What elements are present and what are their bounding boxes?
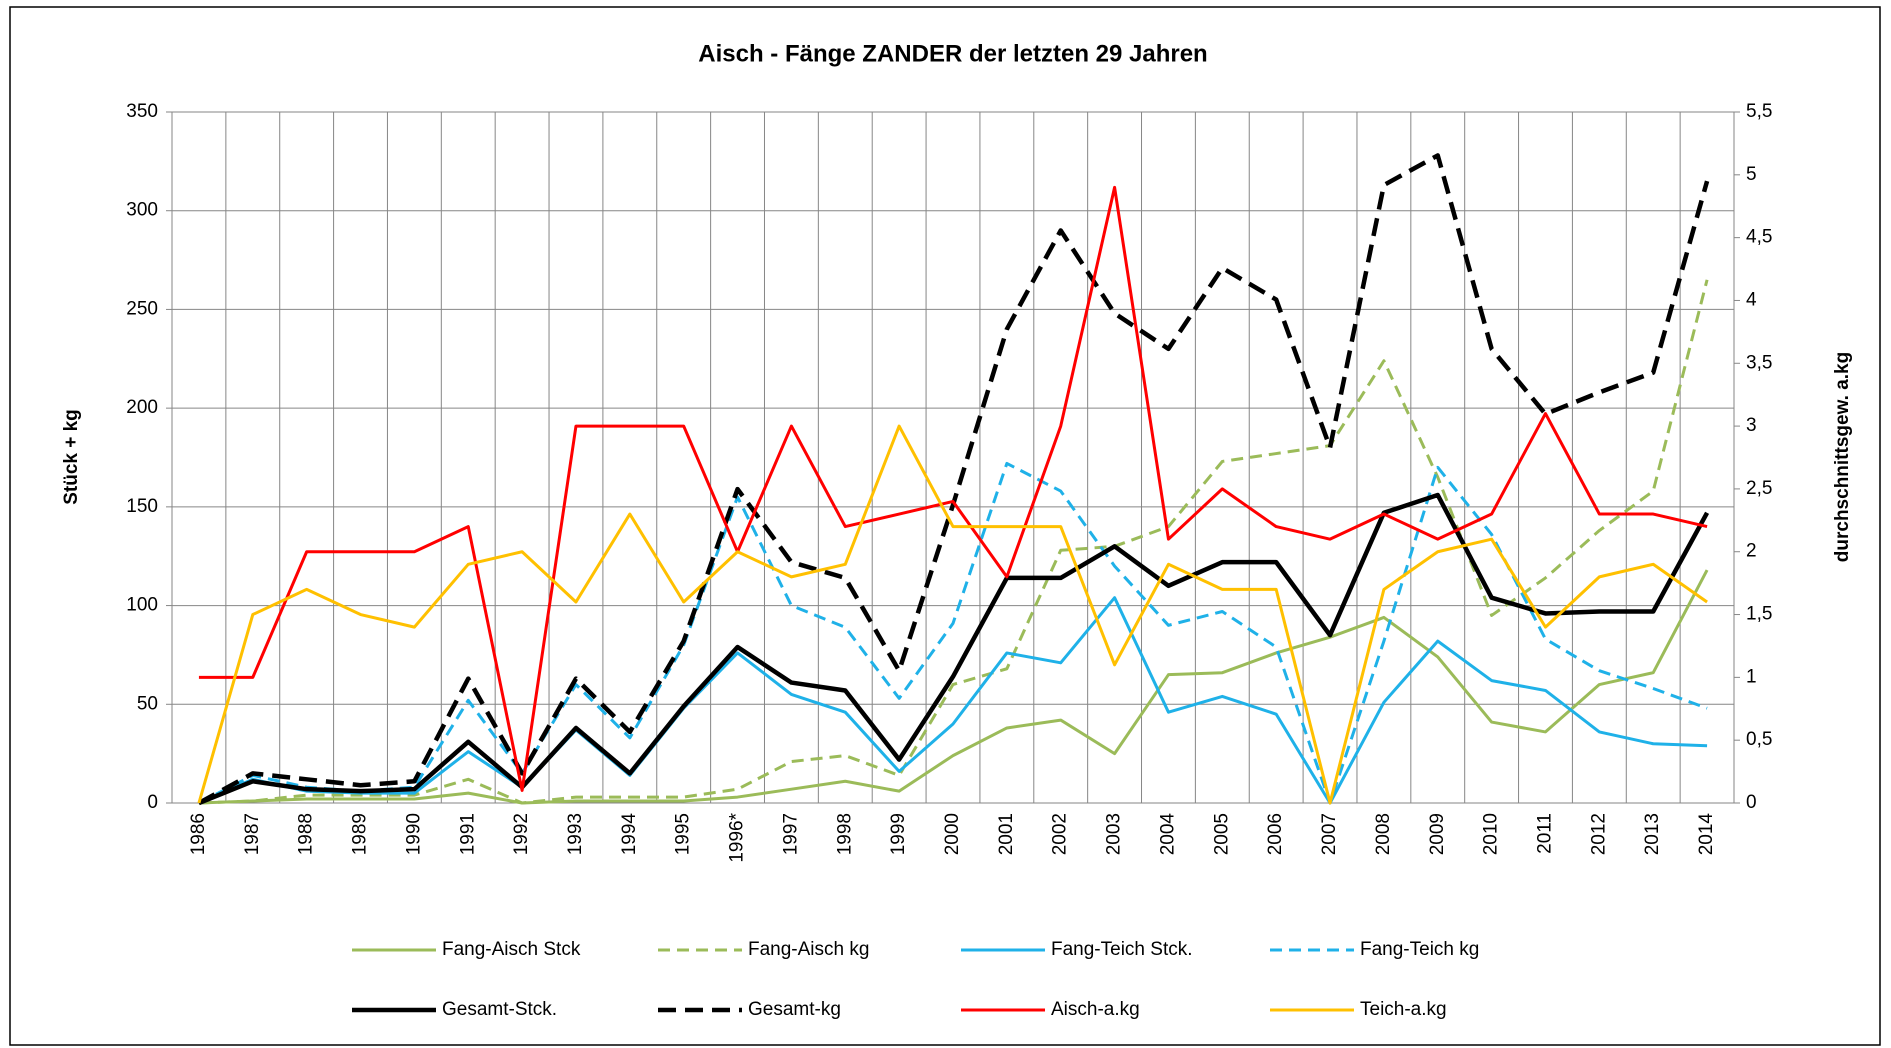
x-tick-label: 1992 (511, 813, 532, 855)
x-tick-label: 2012 (1588, 813, 1609, 855)
y-tick-label: 0 (147, 792, 158, 813)
y2-tick-label: 2 (1746, 541, 1757, 562)
x-tick-label: 1998 (834, 813, 855, 855)
y2-tick-label: 5 (1746, 164, 1757, 185)
y2-tick-label: 0,5 (1746, 729, 1772, 750)
x-tick-label: 1995 (673, 813, 694, 855)
y2-tick-label: 5,5 (1746, 101, 1772, 122)
x-tick-label: 2000 (942, 813, 963, 855)
x-tick-label: 2005 (1211, 813, 1232, 855)
legend-label: Fang-Teich Stck. (1051, 939, 1193, 960)
x-tick-label: 2002 (1050, 813, 1071, 855)
x-tick-label: 1991 (457, 813, 478, 855)
x-tick-label: 1989 (350, 813, 371, 855)
legend-label: Aisch-a.kg (1051, 999, 1140, 1020)
legend-label: Teich-a.kg (1360, 999, 1447, 1020)
y-tick-label: 300 (126, 200, 158, 221)
legend-label: Fang-Aisch Stck (442, 939, 581, 960)
x-tick-label: 2004 (1157, 813, 1178, 856)
x-tick-label: 1988 (296, 813, 317, 855)
series-line (197, 153, 1710, 805)
y2-tick-label: 4 (1746, 289, 1757, 310)
series-line (198, 185, 1708, 792)
x-tick-label: 2013 (1642, 813, 1663, 855)
x-tick-label: 2014 (1696, 813, 1717, 856)
y2-tick-label: 2,5 (1746, 478, 1772, 499)
series-line (198, 461, 1708, 805)
legend-label: Fang-Teich kg (1360, 939, 1479, 960)
y2-axis-label: durchschnittsgew. a.kg (1832, 352, 1853, 562)
legend-label: Gesamt-Stck. (442, 999, 557, 1020)
x-tick-label: 2009 (1427, 813, 1448, 855)
x-tick-label: 1987 (242, 813, 263, 855)
y-tick-label: 150 (126, 496, 158, 517)
series-line (198, 569, 1709, 805)
series-line (198, 596, 1708, 805)
y2-tick-label: 3 (1746, 415, 1757, 436)
x-tick-label: 1986 (188, 813, 209, 855)
y2-tick-label: 0 (1746, 792, 1757, 813)
x-tick-label: 2011 (1534, 813, 1555, 854)
y2-tick-label: 1,5 (1746, 604, 1772, 625)
legend-label: Gesamt-kg (748, 999, 841, 1020)
y2-tick-label: 4,5 (1746, 227, 1772, 248)
x-tick-label: 1993 (565, 813, 586, 855)
legend-label: Fang-Aisch kg (748, 939, 869, 960)
y-tick-label: 50 (137, 693, 158, 714)
x-tick-label: 2010 (1481, 813, 1502, 855)
x-tick-label: 2001 (996, 813, 1017, 855)
series-line (197, 424, 1708, 805)
y2-tick-label: 3,5 (1746, 352, 1772, 373)
y-tick-label: 100 (126, 595, 158, 616)
x-tick-label: 2008 (1373, 813, 1394, 855)
x-tick-label: 1990 (403, 813, 424, 855)
x-tick-label: 2003 (1104, 813, 1125, 855)
x-tick-label: 1994 (619, 813, 640, 856)
y-tick-label: 250 (126, 298, 158, 319)
x-tick-label: 2006 (1265, 813, 1286, 855)
x-tick-label: 1997 (780, 813, 801, 855)
y-axis-label: Stück + kg (61, 409, 82, 505)
x-tick-label: 2007 (1319, 813, 1340, 855)
series-line (198, 279, 1709, 805)
y-tick-label: 200 (126, 397, 158, 418)
plot-border (171, 111, 1735, 804)
chart-title: Aisch - Fänge ZANDER der letzten 29 Jahr… (698, 40, 1207, 67)
x-tick-label: 1999 (888, 813, 909, 855)
y-tick-label: 350 (126, 101, 158, 122)
y2-tick-label: 1 (1746, 666, 1757, 687)
x-tick-label: 1996* (727, 812, 748, 862)
